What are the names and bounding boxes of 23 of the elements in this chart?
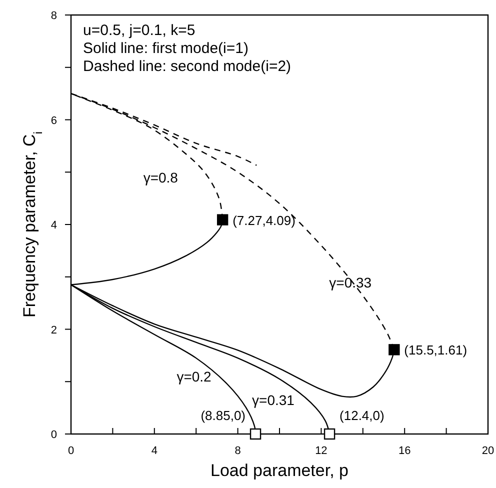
annotation: Dashed line: second mode(i=2) bbox=[83, 58, 292, 75]
x-tick-label: 8 bbox=[234, 445, 241, 457]
annotation: u=0.5, j=0.1, k=5 bbox=[83, 22, 196, 39]
annotation: (15.5,1.61) bbox=[404, 342, 468, 358]
annotation: (12.4,0) bbox=[340, 408, 384, 423]
annotation: γ=0.33 bbox=[329, 274, 372, 290]
x-tick-label: 4 bbox=[151, 445, 158, 457]
annotation: Solid line: first mode(i=1) bbox=[83, 40, 248, 57]
x-tick-label: 16 bbox=[398, 445, 411, 457]
annotation: γ=0.2 bbox=[176, 368, 212, 385]
x-tick-label: 20 bbox=[482, 445, 494, 457]
y-tick-label: 4 bbox=[50, 220, 57, 232]
y-tick-label: 6 bbox=[50, 114, 57, 127]
y-tick-label: 2 bbox=[50, 324, 57, 336]
x-tick-label: 12 bbox=[315, 445, 328, 457]
x-tick-label: 0 bbox=[68, 445, 74, 457]
annotation: (8.85,0) bbox=[200, 408, 246, 423]
annotation: γ=0.8 bbox=[143, 170, 178, 186]
x-axis-title: Load parameter, p bbox=[210, 461, 348, 480]
y-tick-label: 8 bbox=[50, 10, 57, 22]
y-tick-label: 0 bbox=[50, 429, 57, 441]
annotation: (7.27,4.09) bbox=[232, 212, 296, 228]
annotation: γ=0.31 bbox=[252, 392, 295, 408]
